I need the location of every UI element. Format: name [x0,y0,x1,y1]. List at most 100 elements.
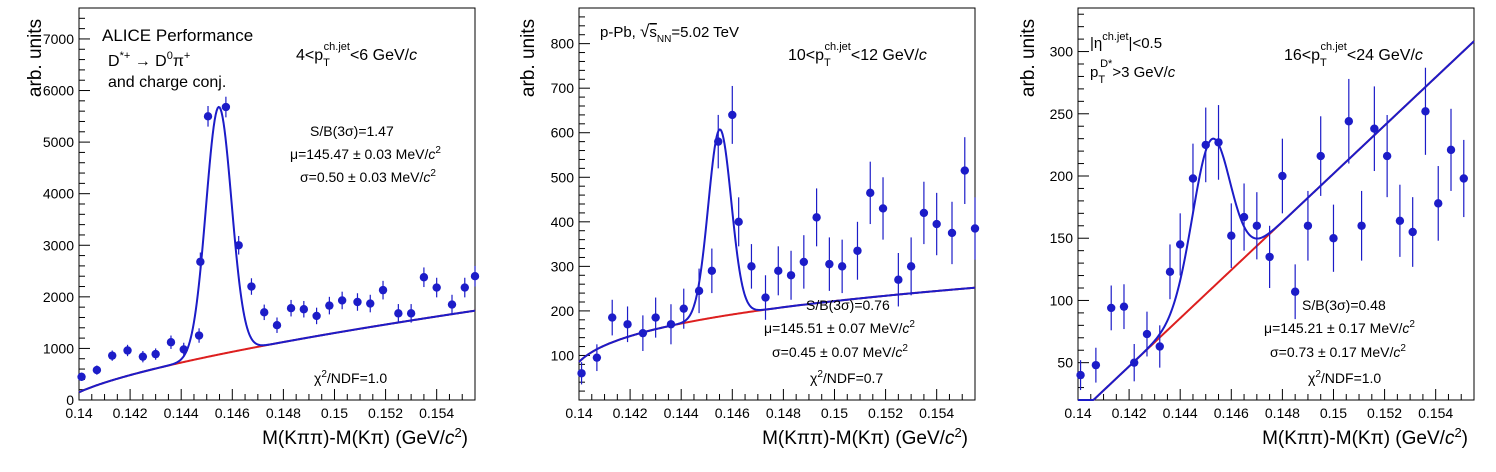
panel-1-mu-label: μ=145.47 ± 0.03 MeV/c2 [290,145,441,162]
data-point [853,221,862,280]
data-point [1290,264,1300,320]
data-point [123,344,132,357]
panel-2-chi2-label: χ2/NDF=0.7 [810,369,883,386]
data-point [608,299,617,336]
data-point [1142,311,1152,357]
panel-2-points [577,85,980,385]
x-tick-label: 0.144 [664,405,699,421]
panel-1-points [77,96,480,381]
panel-1-ylabel: arb. units [25,19,46,97]
x-tick-label: 0.148 [766,405,801,421]
data-point [812,188,821,247]
data-point [77,372,86,381]
data-point [260,304,269,321]
data-point [1165,244,1175,300]
y-tick-label: 50 [1057,355,1073,371]
x-tick-label: 0.15 [1320,405,1347,421]
data-point [799,235,809,289]
data-point [970,197,980,260]
data-point [272,317,282,333]
data-point [932,192,941,256]
data-point [221,96,231,118]
panel-3-axes: 0.14 0.142 0.144 0.146 0.148 0.15 0.152 0.154 50… [1050,13,1475,421]
data-point [1265,225,1274,288]
panel-1-conj-label: and charge conj. [108,74,226,91]
data-point [774,246,783,296]
y-tick-label: 500 [551,169,575,185]
data-point [734,197,743,247]
y-tick-label: 800 [551,36,575,52]
panel-2-system-label: p-Pb, √sNN=5.02 TeV [600,22,739,45]
data-point [419,267,429,288]
y-tick-label: 7000 [43,31,74,47]
data-point [761,275,770,320]
x-tick-label: 0.14 [565,405,592,421]
data-point [1091,347,1101,383]
data-point [196,252,205,272]
panel-3-xlabel: M(Kππ)-M(Kπ) (GeV/c2) [1262,425,1468,449]
x-tick-label: 0.142 [113,405,148,421]
data-point [707,248,717,294]
data-point [1329,204,1338,272]
panel-3-points [1076,67,1468,391]
x-tick-label: 0.152 [1367,405,1402,421]
x-tick-label: 0.148 [1265,405,1300,421]
panel-2-sb-label: S/B(3σ)=0.76 [806,297,890,313]
data-point [1155,325,1164,368]
total-fit-curve [78,105,476,394]
data-point [432,277,441,298]
data-point [837,239,847,294]
y-tick-label: 700 [551,80,575,96]
data-point [919,181,929,245]
y-tick-label: 6000 [43,83,74,99]
x-tick-label: 0.144 [1163,405,1198,421]
panel-3-eta-label: |ηch.jet|<0.5 [1090,31,1162,52]
y-tick-label: 200 [551,303,575,319]
total-fit-curve [1078,40,1475,401]
data-point [1303,190,1313,261]
data-point [866,161,875,225]
data-point [1382,115,1392,198]
data-point [1201,107,1210,183]
panel-3-chi2-label: χ2/NDF=1.0 [1308,369,1381,386]
x-tick-label: 0.14 [1064,405,1091,421]
data-point [337,291,347,310]
x-tick-label: 0.142 [1112,405,1147,421]
data-point [1239,183,1249,251]
panel-1-xlabel: M(Kππ)-M(Kπ) (GeV/c2) [262,425,468,449]
data-point [92,365,102,375]
data-point [1408,197,1417,267]
y-tick-label: 150 [1050,230,1074,246]
data-point [623,306,632,343]
y-tick-label: 2000 [43,289,74,305]
data-point [666,304,676,345]
data-point [960,137,969,204]
data-point [1188,143,1198,214]
data-point [1119,284,1129,330]
data-point [166,335,176,349]
data-point [325,296,334,315]
data-point [447,294,457,315]
panel-1-axes: 0.14 0.142 0.144 0.146 0.148 0.15 0.152 0.154 0 1… [43,7,476,421]
data-point [1214,105,1223,180]
data-point [638,315,648,351]
data-point [1175,213,1185,276]
data-point [651,297,660,338]
data-point [151,348,160,360]
data-point [1278,138,1287,214]
data-point [312,307,321,325]
data-point [108,350,117,361]
x-tick-label: 0.152 [368,405,403,421]
data-point [470,265,480,287]
data-point [1344,78,1354,164]
data-point [1252,192,1262,260]
panel-2-axes: 0.14 0.142 0.144 0.146 0.148 0.15 0.152 0.154 10… [551,7,976,421]
panel-2-pt-label: 10<pTch.jet<12 GeV/c [788,41,927,69]
data-point [234,235,243,255]
data-point [1130,344,1139,382]
y-tick-label: 0 [66,392,74,408]
panel-1-fit [78,105,476,394]
panel-3-ptd-label: pTD*>3 GeV/c [1090,58,1176,86]
y-tick-label: 300 [551,258,575,274]
y-tick-label: 4000 [43,186,74,202]
